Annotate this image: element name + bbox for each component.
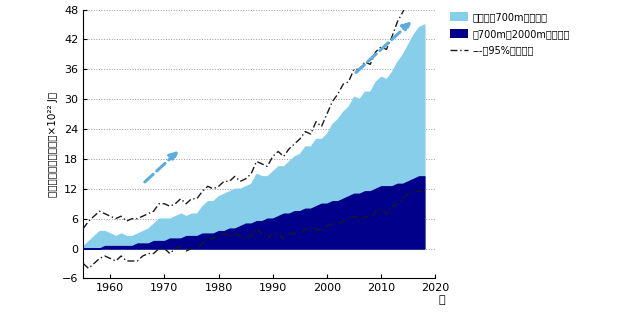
- Y-axis label: 海洋貯熱量の増加量［×10²² J］: 海洋貯熱量の増加量［×10²² J］: [48, 92, 58, 196]
- X-axis label: 年: 年: [439, 294, 445, 305]
- Legend: ：海面－700mの貯熱量, ：700m－2000mの貯熱量, ---：95%信頼区間: ：海面－700mの貯熱量, ：700m－2000mの貯熱量, ---：95%信頼…: [447, 9, 573, 59]
